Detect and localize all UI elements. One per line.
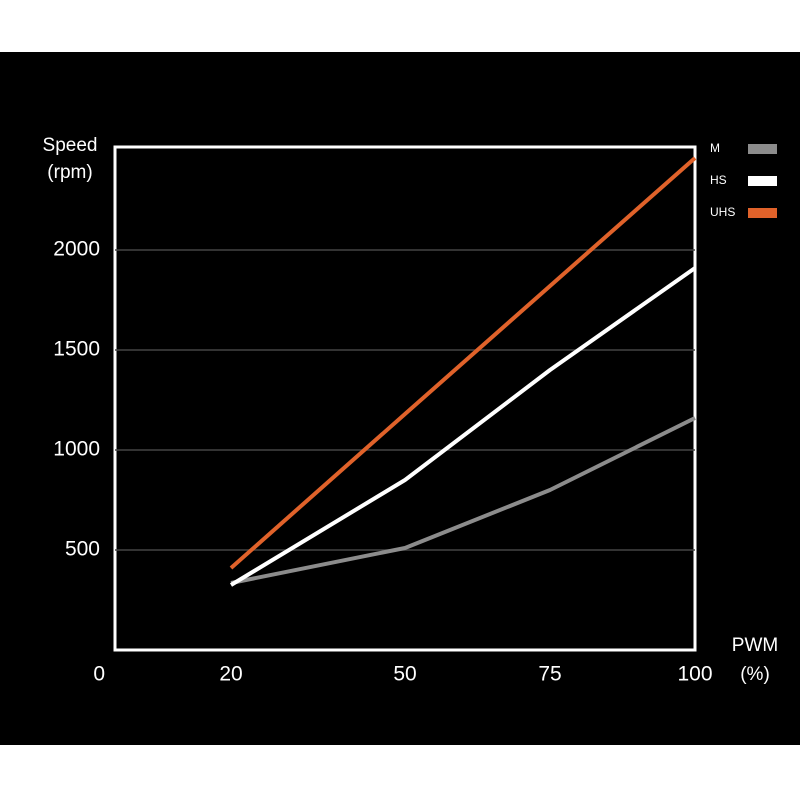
y-tick-label: 1500: [53, 338, 100, 361]
x-axis-label: PWM: [732, 635, 778, 656]
x-axis-label: (%): [740, 664, 770, 685]
x-tick-label: 50: [393, 663, 416, 686]
series-line: [229, 266, 697, 587]
legend-swatch: [748, 176, 777, 186]
plot-frame: [113, 145, 697, 652]
y-axis-label: Speed: [43, 135, 98, 156]
y-tick-label: 1000: [53, 438, 100, 461]
x-tick-label: 0: [93, 663, 105, 686]
series-line: [229, 156, 697, 570]
legend-swatch: [748, 144, 777, 154]
y-axis-label: (rpm): [47, 162, 92, 183]
background: [0, 52, 800, 745]
x-tick-label: 100: [677, 663, 712, 686]
legend-label: HS: [710, 173, 727, 187]
x-tick-label: 20: [219, 663, 242, 686]
legend-label: UHS: [710, 205, 735, 219]
y-tick-label: 500: [65, 538, 100, 561]
legend-swatch: [748, 208, 777, 218]
legend-label: M: [710, 141, 720, 155]
series-line: [230, 416, 696, 585]
y-tick-label: 2000: [53, 238, 100, 261]
x-tick-label: 75: [538, 663, 561, 686]
